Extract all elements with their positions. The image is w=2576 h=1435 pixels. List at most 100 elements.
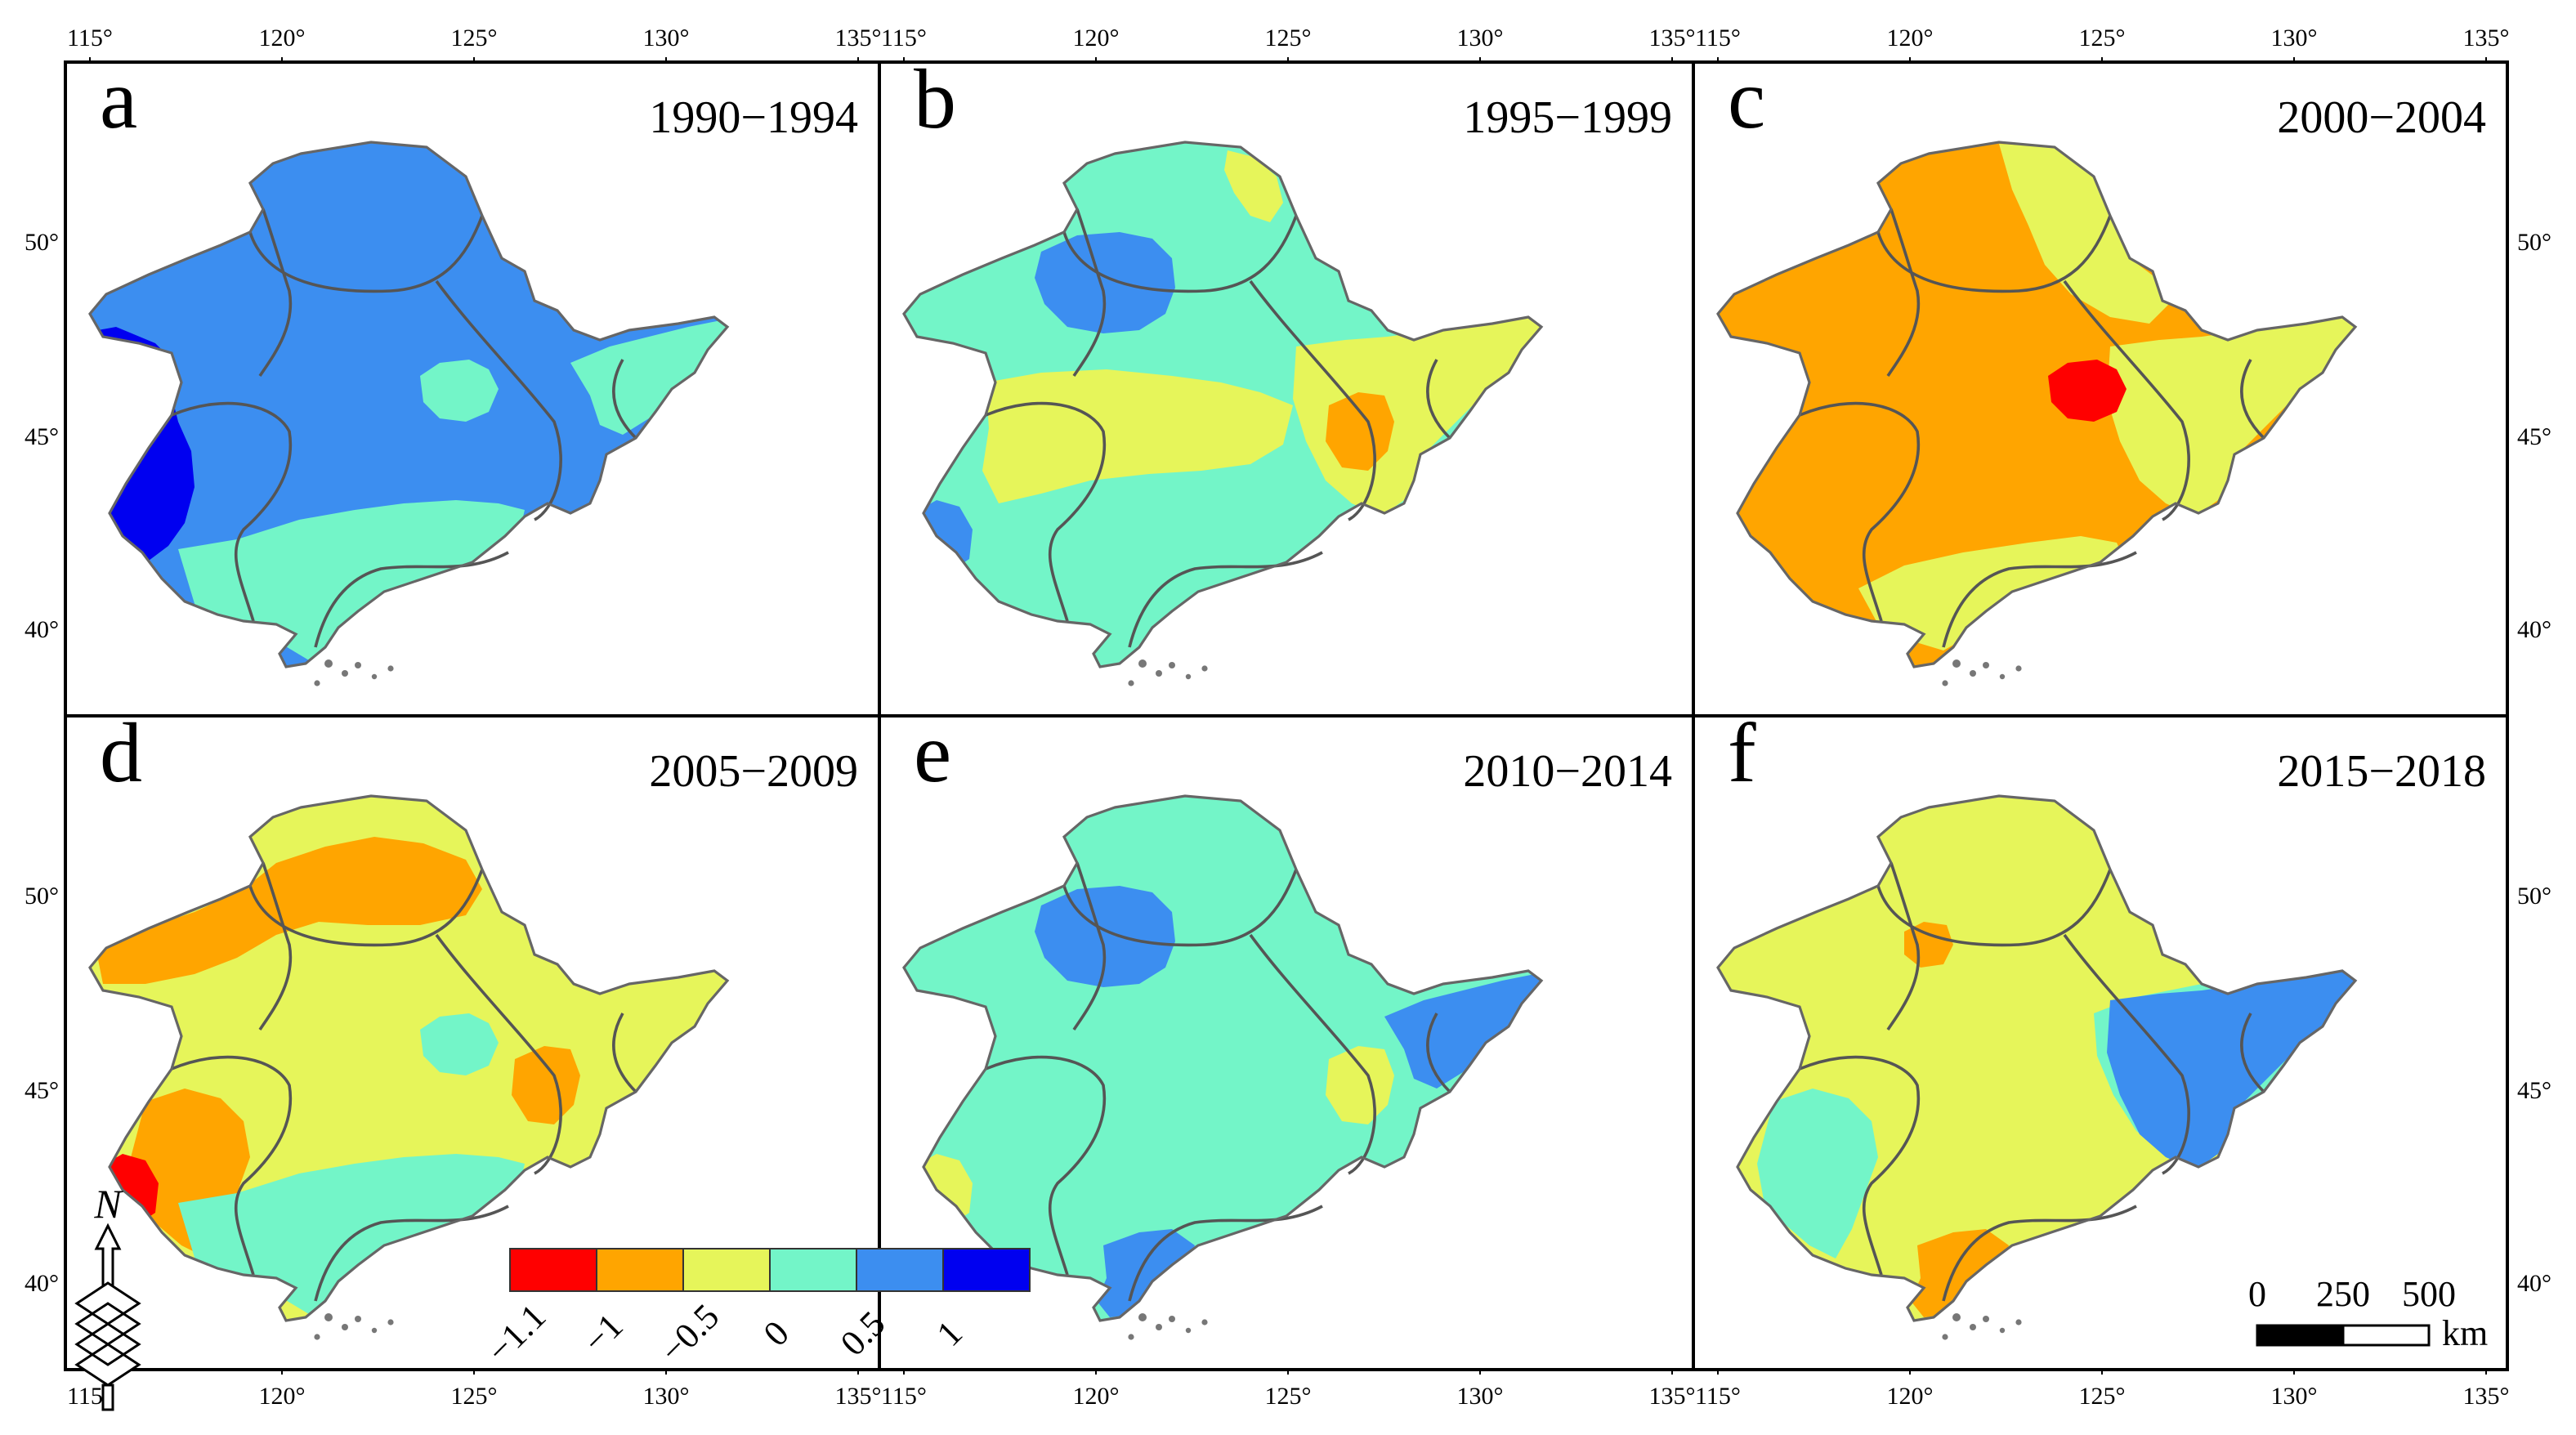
zone-boundary xyxy=(612,359,637,440)
zone-boundary xyxy=(1942,551,2137,648)
map-panel-e: e 2010−2014 xyxy=(902,706,1672,1340)
zone-boundary xyxy=(2063,933,2190,1175)
lon-tick-top: 120° xyxy=(1887,25,1934,51)
panel-letter: f xyxy=(1728,706,1756,800)
map-panels: a 1990−1994 b 1995−1999 c 2000−2004 d 2005−2009… xyxy=(88,52,2486,1340)
lon-tick-bottom: 130° xyxy=(643,1383,690,1410)
lon-tick-bottom: 120° xyxy=(259,1383,306,1410)
region-patches xyxy=(1858,144,2355,650)
lat-tick-left: 50° xyxy=(25,883,59,910)
island xyxy=(1942,1334,1948,1340)
zone-boundary xyxy=(2063,279,2190,521)
island xyxy=(371,1327,378,1334)
zone-boundary xyxy=(314,551,509,648)
lat-tick-left: 50° xyxy=(25,229,59,256)
patch-peninsula xyxy=(1097,1229,1195,1317)
patch-northwest-band xyxy=(96,837,482,984)
lat-tick-right: 40° xyxy=(2517,1270,2551,1297)
island xyxy=(1970,1324,1976,1330)
zone-boundary xyxy=(1799,401,1921,622)
lon-tick-top: 125° xyxy=(2079,25,2126,51)
legend-swatch-3 xyxy=(769,1248,857,1292)
zone-boundary xyxy=(1876,869,2112,947)
region-base xyxy=(1718,796,2355,1321)
island xyxy=(1999,673,2006,680)
island xyxy=(371,673,378,680)
island xyxy=(1138,1313,1147,1321)
lon-tick-bottom: 115° xyxy=(881,1383,927,1410)
island xyxy=(1983,662,1989,668)
island xyxy=(1128,1334,1134,1340)
panel-letter: c xyxy=(1728,52,1765,146)
legend-label-3: 0 xyxy=(756,1313,797,1354)
patch-east-spot xyxy=(512,1046,580,1124)
zone-boundary xyxy=(2240,359,2265,440)
zone-boundary xyxy=(1942,1205,2137,1302)
patch-northwest-speck xyxy=(1904,922,1953,968)
patch-south xyxy=(178,500,525,660)
lat-tick-left: 40° xyxy=(25,1270,59,1297)
lon-tick-top: 125° xyxy=(451,25,498,51)
lat-tick-right: 50° xyxy=(2517,883,2551,910)
zone-boundary xyxy=(2240,1013,2265,1093)
lon-tick-top: 130° xyxy=(643,25,690,51)
period-label: 2010−2014 xyxy=(1463,746,1672,797)
color-legend: −1.1 −1 −0.5 0 0.5 1 xyxy=(479,1248,1031,1370)
region-map-c xyxy=(1716,141,2358,686)
island xyxy=(324,659,333,668)
island xyxy=(1201,665,1208,672)
region-outline xyxy=(1716,141,2358,668)
zone-boundary xyxy=(1072,862,1107,1030)
patch-center-spot xyxy=(420,360,499,422)
panel-letter: a xyxy=(100,52,137,146)
patch-north-tip xyxy=(1224,150,1283,222)
lon-tick-top: 135° xyxy=(1649,25,1696,51)
lon-tick-bottom: 135° xyxy=(1649,1383,1696,1410)
period-label: 1990−1994 xyxy=(649,92,858,143)
island xyxy=(1942,680,1948,686)
lon-tick-top: 115° xyxy=(67,25,113,51)
scale-bar: 0 250 500 km xyxy=(2248,1274,2488,1353)
patch-center-spot xyxy=(420,1013,499,1075)
lon-tick-bottom: 130° xyxy=(2271,1383,2318,1410)
map-panel-a: a 1990−1994 xyxy=(88,52,858,686)
legend-label-1: −1 xyxy=(575,1306,631,1361)
zone-boundary xyxy=(985,1055,1107,1276)
lat-tick-right: 40° xyxy=(2517,616,2551,643)
island xyxy=(1156,1324,1162,1330)
zone-boundary xyxy=(612,1013,637,1093)
region-map-d xyxy=(88,794,730,1340)
legend-swatch-1 xyxy=(596,1248,684,1292)
map-panel-f: f 2015−2018 xyxy=(1716,706,2486,1340)
zone-boundary xyxy=(248,869,484,947)
lon-tick-bottom: 125° xyxy=(451,1383,498,1410)
island xyxy=(1169,1316,1175,1322)
zone-boundary xyxy=(1886,208,1921,377)
lat-tick-right: 45° xyxy=(2517,1077,2551,1104)
map-panel-d: d 2005−2009 xyxy=(88,706,858,1340)
north-arrow-icon xyxy=(94,1223,122,1293)
lon-tick-bottom: 135° xyxy=(835,1383,882,1410)
patch-south xyxy=(178,1154,525,1314)
lat-tick-right: 50° xyxy=(2517,229,2551,256)
zone-boundary xyxy=(435,933,562,1175)
lon-tick-top: 130° xyxy=(1457,25,1504,51)
patch-northwest xyxy=(1035,232,1175,333)
island xyxy=(2015,1319,2022,1325)
lon-tick-top: 130° xyxy=(2271,25,2318,51)
zone-boundary xyxy=(1426,359,1451,440)
panel-frame xyxy=(1692,714,2509,1371)
lon-tick-bottom: 115° xyxy=(1695,1383,1741,1410)
north-arrow-base xyxy=(101,1384,114,1411)
lat-tick-right: 45° xyxy=(2517,423,2551,450)
lat-tick-left: 45° xyxy=(25,423,59,450)
island xyxy=(342,670,348,677)
zone-boundary xyxy=(435,279,562,521)
zone-boundary xyxy=(258,208,293,377)
patch-east-block xyxy=(2107,971,2355,1170)
island xyxy=(387,665,394,672)
island xyxy=(387,1319,394,1325)
legend-label-0: −1.1 xyxy=(479,1296,553,1370)
patch-northeast xyxy=(1999,144,2169,324)
island xyxy=(355,1316,361,1322)
